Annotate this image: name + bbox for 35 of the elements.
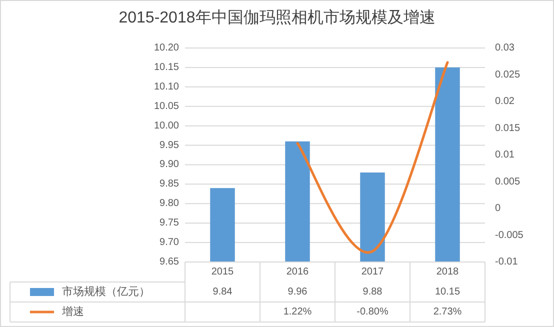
data-label: 9.88 — [362, 286, 383, 298]
y-tick-label: 9.95 — [160, 140, 180, 151]
legend-label: 市场规模（亿元） — [62, 285, 150, 298]
y2-tick-label: 0.025 — [495, 69, 520, 80]
y2-tick-label: 0.01 — [495, 150, 515, 160]
x-tick-label: 2017 — [361, 266, 384, 278]
y-tick-label: 9.75 — [160, 218, 180, 229]
y2-tick-label: 0 — [495, 203, 501, 214]
legend-label: 增速 — [61, 305, 84, 318]
y-tick-label: 10.05 — [154, 100, 180, 112]
data-label: 1.22% — [283, 306, 312, 318]
x-tick-label: 2018 — [436, 266, 460, 278]
y-tick-label: 9.80 — [160, 198, 180, 210]
y-tick-label: 9.70 — [160, 237, 180, 248]
y2-tick-label: 0.03 — [495, 42, 515, 54]
chart-title: 2015-2018年中国伽玛照相机市场规模及增速 — [118, 8, 436, 26]
y-tick-label: 10.10 — [154, 81, 180, 92]
y-tick-label: 10.15 — [154, 62, 180, 73]
x-tick-label: 2016 — [286, 266, 310, 278]
y2-tick-label: 0.015 — [495, 122, 520, 134]
data-label: 9.96 — [288, 286, 308, 298]
y2-tick-label: -0.01 — [495, 256, 518, 268]
y-tick-label: 9.85 — [160, 178, 180, 190]
y-tick-label: 9.65 — [160, 256, 180, 268]
y-tick-label: 9.90 — [160, 159, 180, 170]
y2-tick-label: 0.02 — [495, 96, 515, 107]
data-label: 9.84 — [212, 286, 233, 298]
data-label: -0.80% — [356, 306, 388, 318]
data-label: 10.15 — [434, 286, 460, 298]
data-label: 2.73% — [433, 306, 462, 318]
y2-tick-label: -0.005 — [495, 230, 524, 241]
y-tick-label: 10.20 — [154, 42, 180, 54]
x-tick-label: 2015 — [211, 266, 234, 278]
y2-tick-label: 0.005 — [495, 176, 520, 188]
y-tick-label: 10.00 — [154, 120, 180, 132]
